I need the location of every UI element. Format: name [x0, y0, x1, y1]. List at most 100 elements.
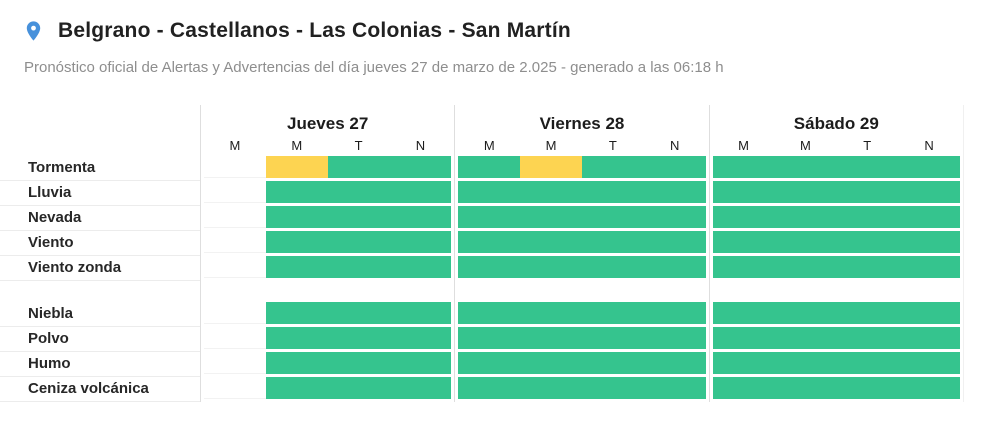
forecast-cells-viento [204, 231, 452, 253]
forecast-cells-nevada [204, 206, 452, 228]
forecast-cell-green [836, 256, 899, 278]
forecast-cell-green [898, 156, 960, 178]
row-group-gap [458, 281, 705, 302]
forecast-cells-ceniza-volcanica [458, 377, 706, 399]
forecast-cell-green [898, 181, 960, 203]
row-labels-column: Tormenta Lluvia Nevada Viento Viento zonda Ni… [0, 105, 201, 402]
forecast-cell-green [520, 327, 582, 349]
forecast-cell-green [327, 156, 390, 178]
forecast-cell-green [836, 327, 899, 349]
forecast-cell-green [265, 302, 328, 324]
forecast-cells-viento-zonda [204, 256, 452, 278]
forecast-cell-green [581, 181, 644, 203]
forecast-cell-green [774, 181, 837, 203]
period-label: M [738, 137, 749, 153]
forecast-cell-green [327, 327, 390, 349]
forecast-cell-green [774, 156, 837, 178]
forecast-cell-green [581, 206, 644, 228]
forecast-cell-green [836, 181, 899, 203]
row-group-gap [204, 281, 451, 302]
row-label-nevada: Nevada [0, 206, 200, 231]
forecast-cell-green [643, 302, 706, 324]
forecast-cell-green [898, 302, 960, 324]
period-label: N [924, 137, 934, 153]
forecast-cell-green [265, 256, 328, 278]
row-label-viento: Viento [0, 231, 200, 256]
forecast-cell-green [389, 352, 452, 374]
forecast-cell-green [265, 352, 328, 374]
forecast-cell-green [520, 181, 582, 203]
forecast-cell-green [774, 327, 837, 349]
forecast-cells-tormenta [712, 156, 960, 178]
forecast-cell-green [327, 352, 390, 374]
forecast-cell-green [389, 181, 452, 203]
forecast-cell-none [204, 231, 266, 253]
forecast-cell-green [712, 256, 775, 278]
day-column-jueves-27: Jueves 27 M M T N [201, 105, 456, 402]
forecast-cell-green [898, 377, 960, 399]
row-group-gap [713, 281, 960, 302]
forecast-cell-green [643, 206, 706, 228]
day-header-jueves-27: Jueves 27 [287, 114, 369, 133]
day-column-viernes-28: Viernes 28 M M T N [455, 105, 710, 402]
forecast-cell-green [458, 352, 521, 374]
period-label: T [354, 137, 363, 153]
forecast-cell-green [643, 352, 706, 374]
row-label-niebla: Niebla [0, 302, 200, 327]
forecast-cell-green [898, 231, 960, 253]
period-label: N [415, 137, 426, 153]
forecast-cell-green [643, 231, 706, 253]
forecast-cell-green [389, 327, 452, 349]
row-label-humo: Humo [0, 352, 200, 377]
forecast-cell-green [520, 302, 582, 324]
forecast-cell-green [774, 302, 837, 324]
forecast-cell-green [581, 231, 644, 253]
forecast-cell-green [712, 327, 775, 349]
period-label: M [545, 137, 557, 153]
forecast-cell-green [836, 352, 899, 374]
forecast-cell-green [520, 377, 582, 399]
forecast-cell-green [458, 256, 521, 278]
forecast-cell-green [327, 256, 390, 278]
forecast-cells-nevada [458, 206, 706, 228]
labels-header-spacer [0, 105, 200, 156]
forecast-cell-green [774, 256, 837, 278]
forecast-cell-green [265, 327, 328, 349]
forecast-cells-niebla [712, 302, 960, 324]
forecast-cell-green [712, 352, 775, 374]
forecast-cell-green [458, 377, 521, 399]
period-label: M [799, 137, 811, 153]
header: Belgrano - Castellanos - Las Colonias - … [0, 0, 985, 46]
row-label-viento-zonda: Viento zonda [0, 256, 200, 281]
forecast-cell-none [204, 206, 266, 228]
forecast-cell-green [389, 256, 452, 278]
forecast-cells-polvo [712, 327, 960, 349]
forecast-cell-green [265, 377, 328, 399]
forecast-cell-green [581, 256, 644, 278]
forecast-cell-none [204, 256, 266, 278]
period-label: M [291, 137, 303, 153]
period-label: T [608, 137, 617, 153]
forecast-cells-lluvia [458, 181, 706, 203]
forecast-cell-green [836, 231, 899, 253]
forecast-cell-green [712, 181, 775, 203]
forecast-cell-green [458, 327, 521, 349]
forecast-cell-green [265, 231, 328, 253]
forecast-cell-green [389, 302, 452, 324]
forecast-cells-humo [712, 352, 960, 374]
forecast-cell-green [774, 231, 837, 253]
forecast-cell-green [643, 327, 706, 349]
forecast-cells-humo [458, 352, 706, 374]
forecast-cells-viento [458, 231, 706, 253]
forecast-cell-green [712, 377, 775, 399]
period-label: M [229, 137, 241, 153]
forecast-cell-green [265, 181, 328, 203]
forecast-cell-green [836, 156, 899, 178]
forecast-cells-lluvia [204, 181, 452, 203]
forecast-cell-green [389, 156, 452, 178]
forecast-cell-green [389, 206, 452, 228]
forecast-cell-green [898, 352, 960, 374]
forecast-cell-green [712, 206, 775, 228]
